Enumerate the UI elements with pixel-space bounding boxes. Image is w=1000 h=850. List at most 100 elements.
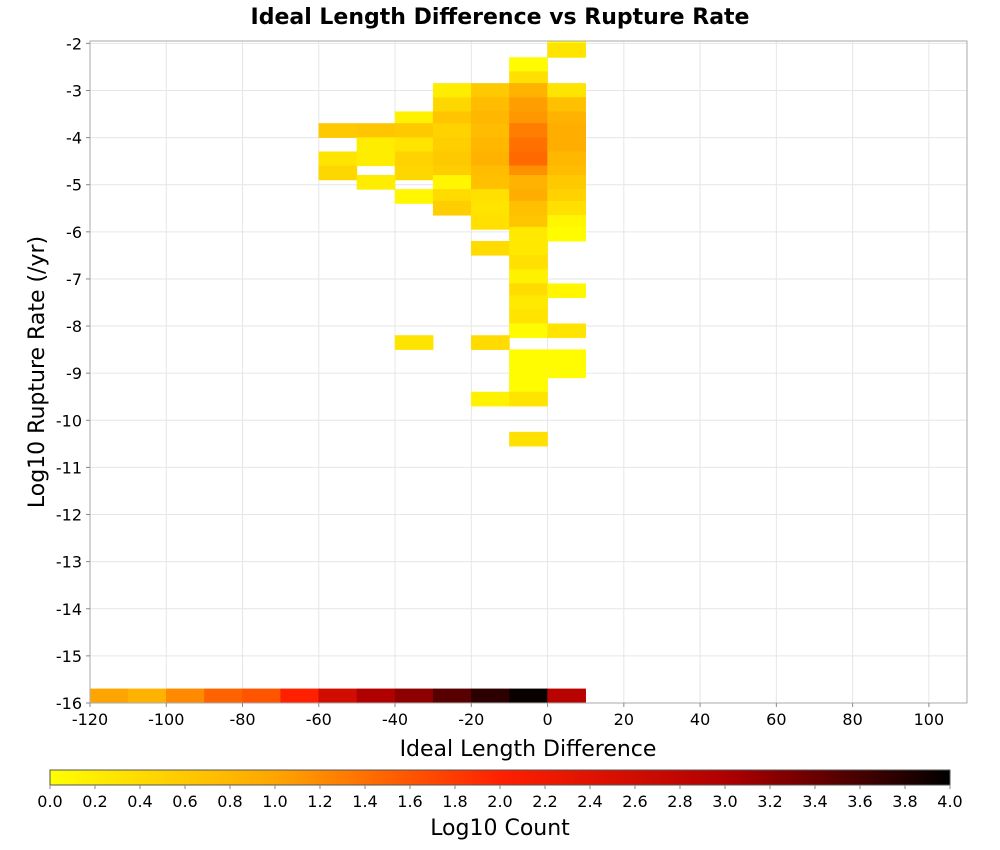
heatmap-cell — [356, 151, 396, 167]
heatmap-cell — [509, 123, 548, 138]
heatmap-cell — [471, 123, 510, 138]
heatmap-cell — [509, 137, 548, 152]
x-tick-label: -40 — [382, 710, 408, 729]
heatmap-cell — [509, 323, 548, 339]
heatmap-cell — [394, 151, 434, 167]
heatmap-cell — [547, 175, 586, 190]
x-tick-label: 80 — [842, 710, 862, 729]
chart-title: Ideal Length Difference vs Rupture Rate — [251, 5, 750, 30]
colorbar-tick-label: 1.8 — [442, 792, 467, 811]
heatmap-cell — [318, 165, 358, 181]
heatmap-cell — [471, 137, 510, 152]
colorbar-title: Log10 Count — [430, 816, 570, 841]
heatmap-cell — [432, 123, 472, 138]
heatmap-cell — [280, 688, 320, 704]
y-tick-label: -15 — [56, 647, 82, 666]
x-tick-label: 0 — [542, 710, 552, 729]
heatmap-cell — [509, 688, 548, 704]
heatmap-cell — [547, 83, 586, 98]
heatmap-cell — [394, 688, 434, 704]
heatmap-cell — [166, 688, 205, 704]
heatmap-cell — [547, 226, 586, 242]
y-tick-label: -14 — [56, 600, 82, 619]
heatmap-cell — [547, 283, 586, 299]
heatmap-cell — [432, 97, 472, 112]
heatmap-cell — [547, 151, 586, 167]
x-tick-label: 60 — [766, 710, 786, 729]
colorbar-tick-label: 1.0 — [262, 792, 287, 811]
heatmap-cell — [432, 200, 472, 216]
heatmap-cell — [509, 269, 548, 284]
heatmap-cell — [432, 83, 472, 98]
heatmap-cell — [547, 688, 586, 704]
colorbar-tick-label: 1.4 — [352, 792, 377, 811]
heatmap-cell — [509, 57, 548, 72]
colorbar-tick-label: 4.0 — [937, 792, 962, 811]
x-tick-label: 40 — [690, 710, 710, 729]
y-tick-label: -4 — [66, 129, 82, 148]
y-tick-label: -3 — [66, 81, 82, 100]
plot-area-frame — [89, 40, 968, 704]
y-tick-label: -7 — [66, 270, 82, 289]
heatmap-cell — [318, 688, 358, 704]
heatmap-cell — [509, 295, 548, 310]
x-axis-ticks: -120 -100 -80 -60 -40 -20 0 20 40 60 80 100 — [72, 703, 944, 729]
heatmap-cell — [509, 309, 548, 324]
y-axis-ticks: -2 -3 -4 -5 -6 -7 -8 -9 -10 -11 -12 -13 -14 -15 -16 — [56, 34, 90, 713]
heatmap-cell — [432, 137, 472, 152]
heatmap-cell — [471, 175, 510, 190]
colorbar-tick-label: 3.6 — [847, 792, 872, 811]
y-axis-title: Log10 Rupture Rate (/yr) — [25, 236, 50, 508]
heatmap-cell — [394, 123, 434, 138]
heatmap-cell — [394, 189, 434, 204]
y-tick-label: -10 — [56, 411, 82, 430]
heatmap-cell — [127, 688, 167, 704]
heatmap-cell — [471, 335, 510, 350]
heatmap-cell — [509, 175, 548, 190]
heatmap-cell — [318, 151, 358, 167]
colorbar-tick-label: 0.4 — [127, 792, 152, 811]
heatmap-cell — [318, 123, 358, 138]
x-tick-label: -20 — [458, 710, 484, 729]
heatmap-cell — [242, 688, 281, 704]
heatmap-cell — [509, 349, 548, 365]
heatmap-cell — [471, 391, 510, 407]
heatmap-cell — [509, 97, 548, 112]
heatmap-cell — [509, 377, 548, 393]
heatmap-cell — [356, 123, 396, 138]
colorbar — [49, 769, 951, 786]
heatmap-cell — [432, 175, 472, 190]
heatmap-cell — [394, 335, 434, 350]
colorbar-tick-label: 3.2 — [757, 792, 782, 811]
heatmap-cell — [471, 83, 510, 98]
colorbar-tick-label: 3.0 — [712, 792, 737, 811]
x-tick-label: -120 — [72, 710, 108, 729]
heatmap-cell — [471, 200, 510, 216]
heatmap-cell — [471, 97, 510, 112]
colorbar-tick-label: 1.2 — [307, 792, 332, 811]
y-tick-label: -16 — [56, 694, 82, 713]
colorbar-tick-label: 0.2 — [82, 792, 107, 811]
y-tick-label: -8 — [66, 317, 82, 336]
heatmap-cell — [509, 83, 548, 98]
heatmap-cell — [547, 137, 586, 152]
colorbar-tick-label: 2.0 — [487, 792, 512, 811]
heatmap-cell — [547, 363, 586, 379]
heatmap-cell — [471, 240, 510, 256]
x-tick-label: -100 — [148, 710, 184, 729]
colorbar-tick-label: 2.2 — [532, 792, 557, 811]
y-tick-label: -12 — [56, 506, 82, 525]
heatmap-cell — [547, 123, 586, 138]
heatmap-cells — [89, 40, 586, 704]
heatmap-cell — [471, 688, 510, 704]
heatmap-cell — [394, 165, 434, 181]
heatmap-cell — [509, 226, 548, 242]
x-tick-label: -60 — [306, 710, 332, 729]
y-tick-label: -5 — [66, 176, 82, 195]
colorbar-tick-label: 0.8 — [217, 792, 242, 811]
colorbar-tick-label: 0.0 — [37, 792, 62, 811]
heatmap-cell — [89, 688, 129, 704]
colorbar-tick-label: 2.6 — [622, 792, 647, 811]
